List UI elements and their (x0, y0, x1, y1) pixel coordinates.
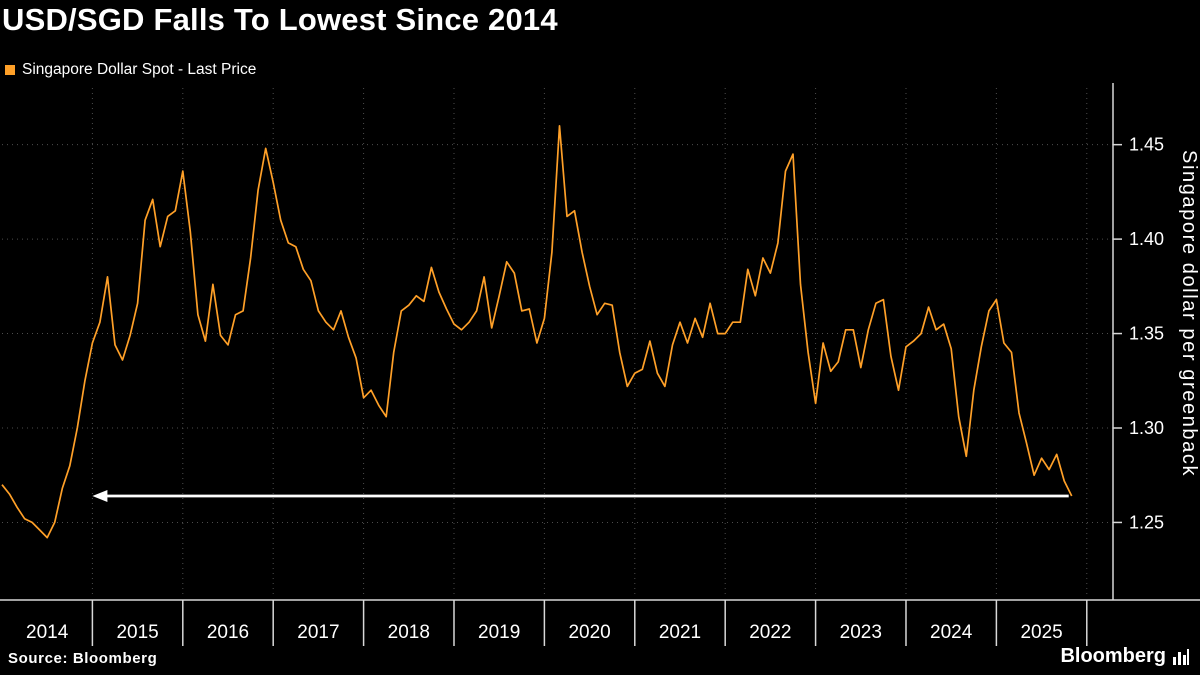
x-tick-label: 2018 (388, 622, 430, 643)
y-tick-label: 1.35 (1129, 324, 1164, 344)
source-credit: Source: Bloomberg (8, 650, 158, 667)
legend-swatch-icon (5, 65, 15, 75)
x-tick-label: 2022 (749, 622, 791, 643)
y-tick-label: 1.30 (1129, 418, 1164, 438)
legend: Singapore Dollar Spot - Last Price (5, 61, 256, 79)
price-line (1, 124, 1073, 539)
y-tick-label: 1.40 (1129, 229, 1164, 249)
x-tick-label: 2023 (840, 622, 882, 643)
x-tick-label: 2014 (26, 622, 69, 643)
lowest-level-arrow-head (92, 490, 108, 502)
bloomberg-logo: Bloomberg (1060, 645, 1190, 668)
x-tick-label: 2019 (478, 622, 520, 643)
x-tick-label: 2024 (930, 622, 973, 643)
legend-label: Singapore Dollar Spot - Last Price (22, 61, 257, 78)
x-tick-label: 2020 (568, 622, 610, 643)
x-tick-label: 2021 (659, 622, 701, 643)
x-tick-label: 2017 (297, 622, 339, 643)
x-tick-label: 2016 (207, 622, 249, 643)
chart-title: USD/SGD Falls To Lowest Since 2014 (2, 2, 558, 37)
y-tick-label: 1.25 (1129, 512, 1164, 532)
y-tick-label: 1.45 (1129, 135, 1164, 155)
bloomberg-chart-bars-icon (1173, 648, 1189, 665)
x-tick-label: 2025 (1020, 622, 1062, 643)
x-tick-label: 2015 (116, 622, 158, 643)
y-axis-title: Singapore dollar per greenback (1178, 150, 1200, 478)
bloomberg-logo-text: Bloomberg (1060, 645, 1166, 667)
